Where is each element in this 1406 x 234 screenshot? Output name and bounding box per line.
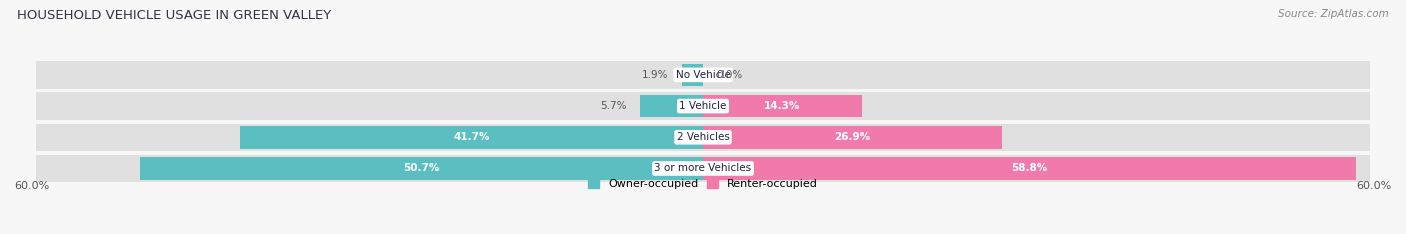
- Bar: [139, 157, 703, 180]
- Bar: [37, 92, 1369, 120]
- Text: 50.7%: 50.7%: [404, 164, 440, 173]
- Text: 2 Vehicles: 2 Vehicles: [676, 132, 730, 142]
- Bar: [703, 126, 1002, 149]
- Text: 26.9%: 26.9%: [834, 132, 870, 142]
- Text: 58.8%: 58.8%: [1011, 164, 1047, 173]
- Bar: [37, 61, 1369, 89]
- Bar: [682, 64, 703, 86]
- Bar: [239, 126, 703, 149]
- Bar: [37, 124, 1369, 151]
- Bar: [703, 95, 862, 117]
- Text: 60.0%: 60.0%: [14, 181, 49, 191]
- Text: Source: ZipAtlas.com: Source: ZipAtlas.com: [1278, 9, 1389, 19]
- Text: 3 or more Vehicles: 3 or more Vehicles: [654, 164, 752, 173]
- Bar: [640, 95, 703, 117]
- Legend: Owner-occupied, Renter-occupied: Owner-occupied, Renter-occupied: [588, 179, 818, 189]
- Bar: [37, 155, 1369, 182]
- Text: No Vehicle: No Vehicle: [675, 70, 731, 80]
- Text: HOUSEHOLD VEHICLE USAGE IN GREEN VALLEY: HOUSEHOLD VEHICLE USAGE IN GREEN VALLEY: [17, 9, 332, 22]
- Text: 14.3%: 14.3%: [765, 101, 800, 111]
- Text: 41.7%: 41.7%: [453, 132, 489, 142]
- Text: 0.0%: 0.0%: [716, 70, 742, 80]
- Text: 1.9%: 1.9%: [643, 70, 669, 80]
- Text: 1 Vehicle: 1 Vehicle: [679, 101, 727, 111]
- Text: 60.0%: 60.0%: [1357, 181, 1392, 191]
- Text: 5.7%: 5.7%: [600, 101, 626, 111]
- Bar: [703, 157, 1357, 180]
